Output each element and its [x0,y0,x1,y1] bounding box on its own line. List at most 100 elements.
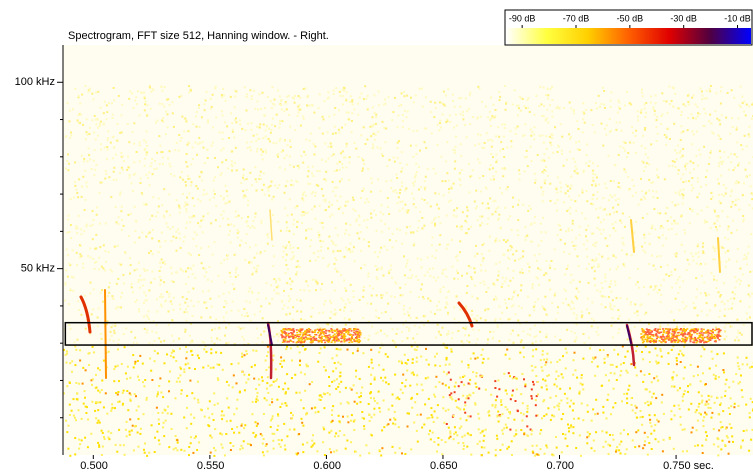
texture-dot [615,450,617,453]
texture-dot [117,348,119,351]
texture-dot [421,198,423,200]
texture-dot [435,304,438,307]
texture-dot [64,353,67,356]
texture-dot [734,199,737,202]
texture-dot [492,330,495,333]
texture-dot [118,400,121,403]
texture-dot [710,85,712,87]
texture-dot [403,255,405,258]
texture-dot [315,289,317,292]
texture-dot [421,87,423,90]
texture-dot [544,231,547,234]
texture-dot [220,172,223,175]
texture-dot [148,171,151,174]
texture-dot [406,110,409,113]
texture-dot [272,214,274,216]
texture-dot [203,341,206,344]
texture-dot [135,96,138,99]
texture-dot [726,228,729,231]
texture-dot [611,336,614,339]
texture-dot [65,419,67,422]
texture-dot [128,174,131,176]
texture-dot [296,345,299,348]
texture-dot [446,243,449,246]
texture-dot [653,414,656,417]
texture-dot [543,153,546,156]
texture-dot [154,160,156,162]
texture-dot [110,326,113,329]
texture-dot [208,416,211,419]
texture-dot [143,278,146,281]
texture-dot [718,200,721,203]
texture-dot [466,272,468,275]
texture-dot [262,183,265,186]
texture-dot [685,168,687,171]
texture-dot [695,277,698,280]
texture-dot [673,404,676,407]
texture-dot [580,376,583,379]
texture-dot [197,401,200,404]
texture-dot [330,421,333,424]
texture-dot [232,445,235,447]
texture-dot [237,231,240,233]
texture-dot [129,393,132,396]
texture-dot [690,402,693,405]
texture-dot [137,445,140,448]
texture-dot [94,118,97,121]
texture-dot [494,239,497,242]
texture-dot [377,130,380,133]
texture-dot [469,378,472,381]
texture-dot [108,291,111,294]
texture-dot [396,177,399,179]
texture-dot [517,199,520,202]
texture-dot [162,396,165,399]
texture-dot [334,308,336,311]
texture-dot [260,148,263,151]
texture-dot [636,310,639,313]
texture-dot [76,232,79,235]
texture-dot [289,277,291,280]
texture-dot [105,173,108,176]
texture-dot [455,406,458,409]
texture-dot [373,111,376,114]
texture-dot [517,294,519,297]
texture-dot [151,379,154,381]
texture-dot [387,408,390,411]
texture-dot [331,145,334,148]
texture-dot [271,432,274,435]
texture-dot [138,114,141,117]
texture-dot [235,90,238,93]
texture-dot [473,317,476,320]
texture-dot [551,99,554,101]
texture-dot [737,278,740,281]
texture-dot [123,346,126,349]
texture-dot [559,123,562,126]
texture-dot [225,159,228,161]
texture-dot [702,425,705,428]
texture-dot [675,357,678,360]
texture-dot [501,432,504,435]
texture-dot [686,162,689,165]
texture-dot [523,170,526,173]
texture-dot [532,380,534,383]
texture-dot [72,196,75,199]
texture-dot [725,427,727,430]
texture-dot [668,275,671,277]
texture-dot [175,230,178,233]
texture-dot [223,121,226,124]
texture-dot [617,332,620,335]
texture-dot [342,212,344,215]
texture-dot [423,324,426,327]
texture-dot [258,126,261,129]
texture-dot [246,442,249,445]
texture-dot [370,177,373,180]
texture-dot [197,143,200,145]
texture-dot [574,339,577,342]
texture-dot [65,248,68,251]
texture-dot [447,88,450,91]
texture-dot [602,144,605,147]
texture-dot [157,439,160,442]
texture-dot [306,104,308,107]
texture-dot [277,153,280,155]
texture-dot [84,396,86,399]
